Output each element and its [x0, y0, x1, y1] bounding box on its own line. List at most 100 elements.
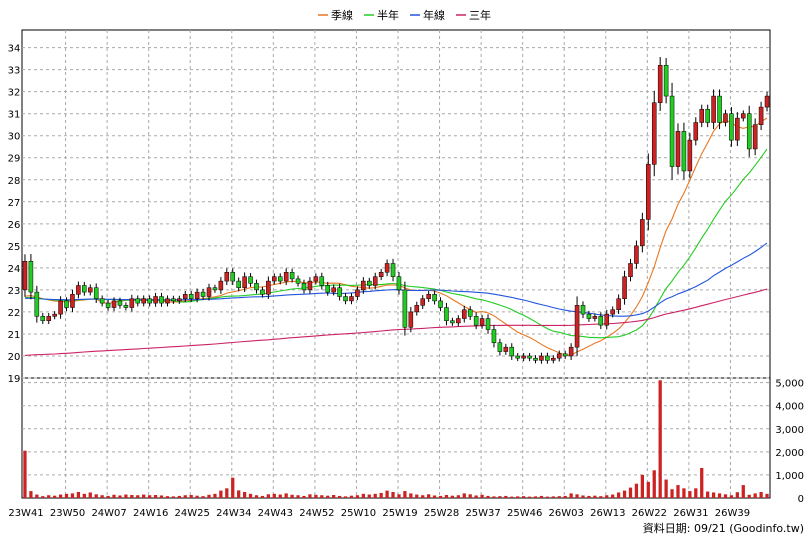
candle-body [295, 278, 301, 284]
candle-body [408, 311, 414, 328]
volume-bar [100, 495, 104, 498]
price-tick-label: 32 [8, 88, 21, 99]
volume-bar [557, 496, 561, 498]
x-tick-label: 24W07 [91, 508, 126, 519]
volume-bar [171, 496, 176, 498]
candle-body [568, 346, 574, 357]
price-tick-label: 29 [8, 154, 21, 165]
volume-bar [640, 474, 644, 498]
volume-bar [652, 470, 656, 498]
volume-bar [735, 492, 739, 498]
volume-bar [450, 495, 455, 498]
volume-tick-label: 2,000 [775, 448, 804, 459]
candle-body [218, 280, 224, 291]
candle-body [479, 318, 485, 326]
volume-bar [112, 494, 116, 498]
volume-bar [682, 488, 686, 498]
volume-bar [539, 495, 544, 498]
volume-bar [254, 495, 259, 498]
candle-body [390, 263, 396, 277]
volume-bar [688, 491, 692, 498]
candle-body [669, 95, 675, 167]
volume-bar [183, 495, 187, 498]
candle-body [420, 298, 425, 306]
candle-body [361, 280, 366, 291]
candle-body [159, 296, 164, 304]
candle-body [396, 276, 402, 291]
candle-body [188, 294, 194, 299]
x-tick-label: 24W52 [299, 508, 334, 519]
candle-body [521, 355, 526, 359]
candle-body [82, 285, 87, 293]
candle-body [717, 95, 722, 123]
candle-body [46, 316, 51, 321]
candle-body [230, 272, 236, 282]
candle-body [70, 294, 75, 308]
candle-body [105, 302, 111, 308]
candle-body [687, 139, 693, 172]
candle-body [28, 261, 34, 293]
price-tick-label: 34 [8, 44, 21, 55]
volume-bar [628, 487, 633, 498]
volume-bar [385, 490, 389, 498]
candle-body [266, 280, 271, 295]
volume-bar [462, 493, 466, 498]
price-tick-label: 33 [8, 66, 21, 77]
volume-tick-label: 0 [798, 494, 804, 505]
volume-bar [189, 495, 193, 498]
x-tick-label: 25W28 [424, 508, 459, 519]
candle-body [242, 276, 247, 288]
volume-bar [611, 494, 615, 498]
volume-bar [225, 488, 229, 498]
candle-body [212, 287, 218, 291]
volume-bar [136, 495, 140, 498]
candle-body [34, 291, 40, 317]
volume-bar [427, 494, 431, 498]
volume-bar [332, 495, 336, 498]
volume-bar [177, 495, 181, 498]
volume-bar [486, 495, 490, 498]
candle-body [681, 131, 687, 172]
price-tick-label: 26 [8, 220, 21, 231]
volume-bar [403, 491, 407, 498]
data-source-note: 資料日期: 09/21 (Goodinfo.tw) [643, 521, 804, 535]
volume-bar [284, 493, 288, 498]
candle-body [135, 298, 141, 304]
volume-bar [700, 468, 704, 498]
volume-bar [296, 495, 300, 498]
candle-body [551, 357, 556, 361]
volume-bar [159, 495, 164, 498]
volume-bar [290, 494, 294, 498]
volume-bar [76, 492, 81, 498]
volume-tick-label: 3,000 [775, 425, 804, 436]
volume-bar [47, 495, 51, 498]
volume-bar [391, 492, 395, 498]
candle-body [675, 131, 681, 167]
volume-bar [759, 492, 763, 498]
volume-bar [444, 495, 449, 498]
x-axis-ticks: 23W41 23W50 24W07 24W16 24W25 24W34 24W43 24W52… [8, 508, 750, 519]
volume-bar [563, 495, 567, 498]
price-tick-label: 21 [8, 330, 21, 341]
volume-bar [148, 495, 152, 498]
volume-bar [421, 495, 425, 498]
volume-bar [165, 496, 170, 498]
candle-body [604, 313, 610, 326]
volume-bar [29, 491, 33, 498]
price-tick-label: 27 [8, 198, 21, 209]
volume-bar [729, 495, 734, 498]
volume-bar [142, 494, 146, 498]
x-tick-label: 24W16 [133, 508, 168, 519]
candle-body [111, 300, 117, 308]
volume-bar [272, 493, 276, 498]
candle-body [171, 298, 176, 302]
volume-bar [64, 493, 69, 498]
volume-bar [765, 493, 769, 498]
candle-body [533, 357, 538, 361]
candle-body [58, 300, 63, 315]
volume-bar [415, 494, 419, 498]
volume-bar [88, 492, 92, 498]
x-tick-label: 25W46 [507, 508, 542, 519]
candle-body [289, 272, 295, 280]
candle-body [165, 298, 170, 304]
